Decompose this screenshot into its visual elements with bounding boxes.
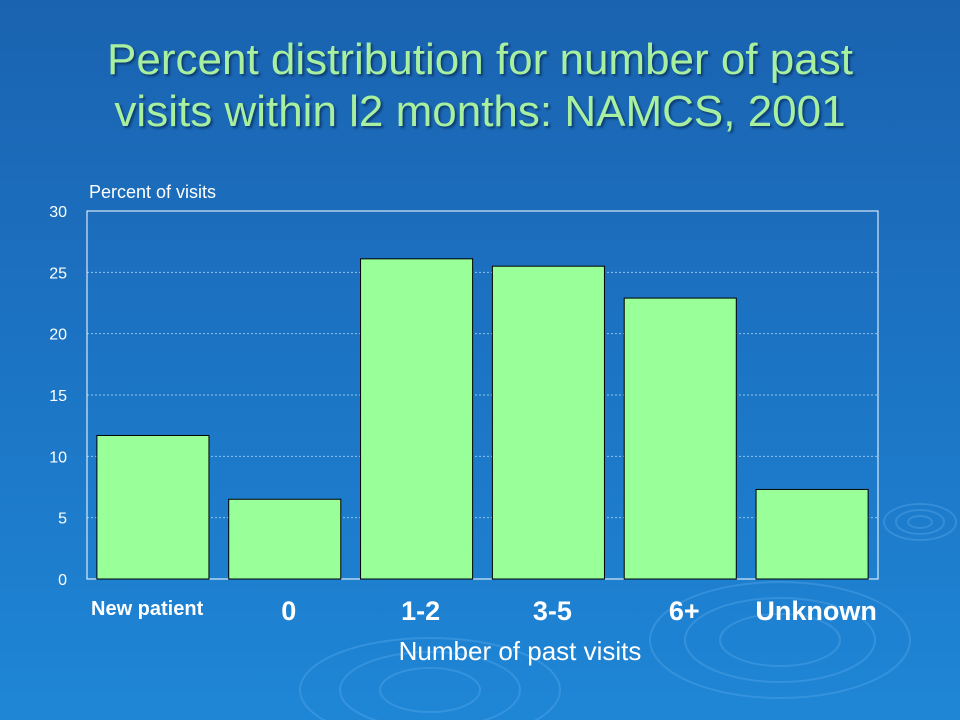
- y-tick-labels: 0 5 10 15 20 25 30: [49, 204, 67, 589]
- bar-unknown: [755, 488, 869, 580]
- bar-6-: [623, 297, 737, 580]
- bar-new-patient: [96, 434, 210, 580]
- bar-3-5: [491, 265, 605, 580]
- x-tick-label: 0: [281, 596, 296, 626]
- x-tick-label: New patient: [91, 598, 204, 620]
- y-tick-label: 5: [58, 511, 67, 528]
- x-tick-labels: New patient 0 1-2 3-5 6+ Unknown: [91, 596, 877, 626]
- plot-area: [86, 210, 879, 580]
- bars: [96, 258, 869, 580]
- title-line-2: visits within l2 months: NAMCS, 2001: [114, 87, 846, 136]
- y-tick-label: 0: [58, 572, 67, 589]
- x-tick-label: Unknown: [755, 596, 877, 626]
- x-tick-label: 6+: [669, 596, 700, 626]
- y-axis-label: Percent of visits: [89, 182, 217, 202]
- y-tick-label: 30: [49, 204, 67, 221]
- bar-0: [228, 498, 342, 580]
- y-tick-label: 10: [49, 449, 67, 466]
- x-tick-label: 3-5: [533, 596, 572, 626]
- bar-1-2: [360, 258, 474, 580]
- x-axis-label: Number of past visits: [398, 636, 642, 666]
- slide-title: Percent distribution for number of past …: [40, 34, 920, 138]
- y-tick-label: 25: [49, 265, 67, 282]
- x-tick-label: 1-2: [401, 596, 440, 626]
- y-tick-label: 20: [49, 327, 67, 344]
- title-line-1: Percent distribution for number of past: [107, 35, 853, 84]
- y-tick-label: 15: [49, 388, 67, 405]
